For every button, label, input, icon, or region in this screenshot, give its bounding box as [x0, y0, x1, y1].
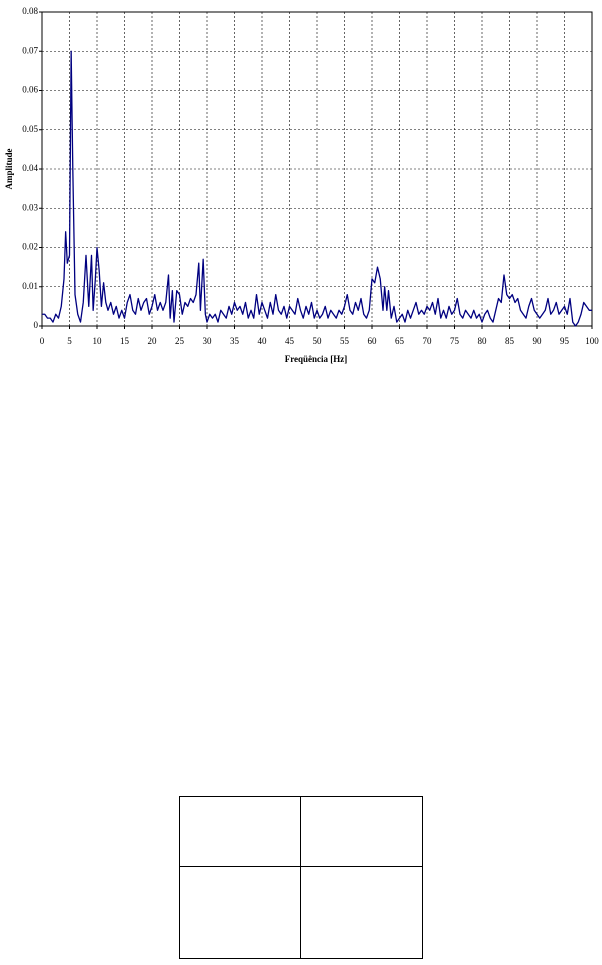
plot-border: [41, 11, 593, 327]
x-tick-label: 50: [313, 336, 323, 346]
x-tick-label: 0: [40, 336, 45, 346]
x-axis-title: Freqüência [Hz]: [285, 354, 348, 364]
x-tick-label: 55: [340, 336, 350, 346]
x-tick-label: 60: [368, 336, 378, 346]
x-tick-label: 25: [175, 336, 185, 346]
x-tick-label: 80: [478, 336, 488, 346]
y-tick-label: 0.01: [22, 281, 38, 291]
y-tick-label: 0.03: [22, 202, 38, 212]
x-tick-label: 65: [395, 336, 405, 346]
x-tick-label: 45: [285, 336, 295, 346]
x-tick-label: 35: [230, 336, 240, 346]
x-tick-label: 75: [450, 336, 460, 346]
empty-table: [179, 796, 423, 959]
x-tick-label: 20: [148, 336, 158, 346]
x-tick-label: 5: [67, 336, 72, 346]
series-line: [42, 50, 592, 327]
y-tick-label: 0.06: [22, 85, 38, 95]
y-tick-label: 0.05: [22, 124, 38, 134]
x-tick-label: 85: [505, 336, 515, 346]
y-tick-label: 0.02: [22, 242, 38, 252]
x-tick-label: 10: [93, 336, 103, 346]
y-tick-label: 0.07: [22, 45, 38, 55]
x-tick-label: 95: [560, 336, 570, 346]
y-tick-label: 0: [34, 320, 39, 330]
x-tick-label: 15: [120, 336, 130, 346]
y-tick-label: 0.04: [22, 163, 38, 173]
x-tick-label: 90: [533, 336, 543, 346]
x-tick-label: 40: [258, 336, 268, 346]
x-tick-label: 70: [423, 336, 433, 346]
x-tick-label: 30: [203, 336, 213, 346]
y-tick-label: 0.08: [22, 6, 38, 16]
x-tick-label: 100: [585, 336, 599, 346]
y-axis-title: Amplitude: [4, 148, 14, 189]
